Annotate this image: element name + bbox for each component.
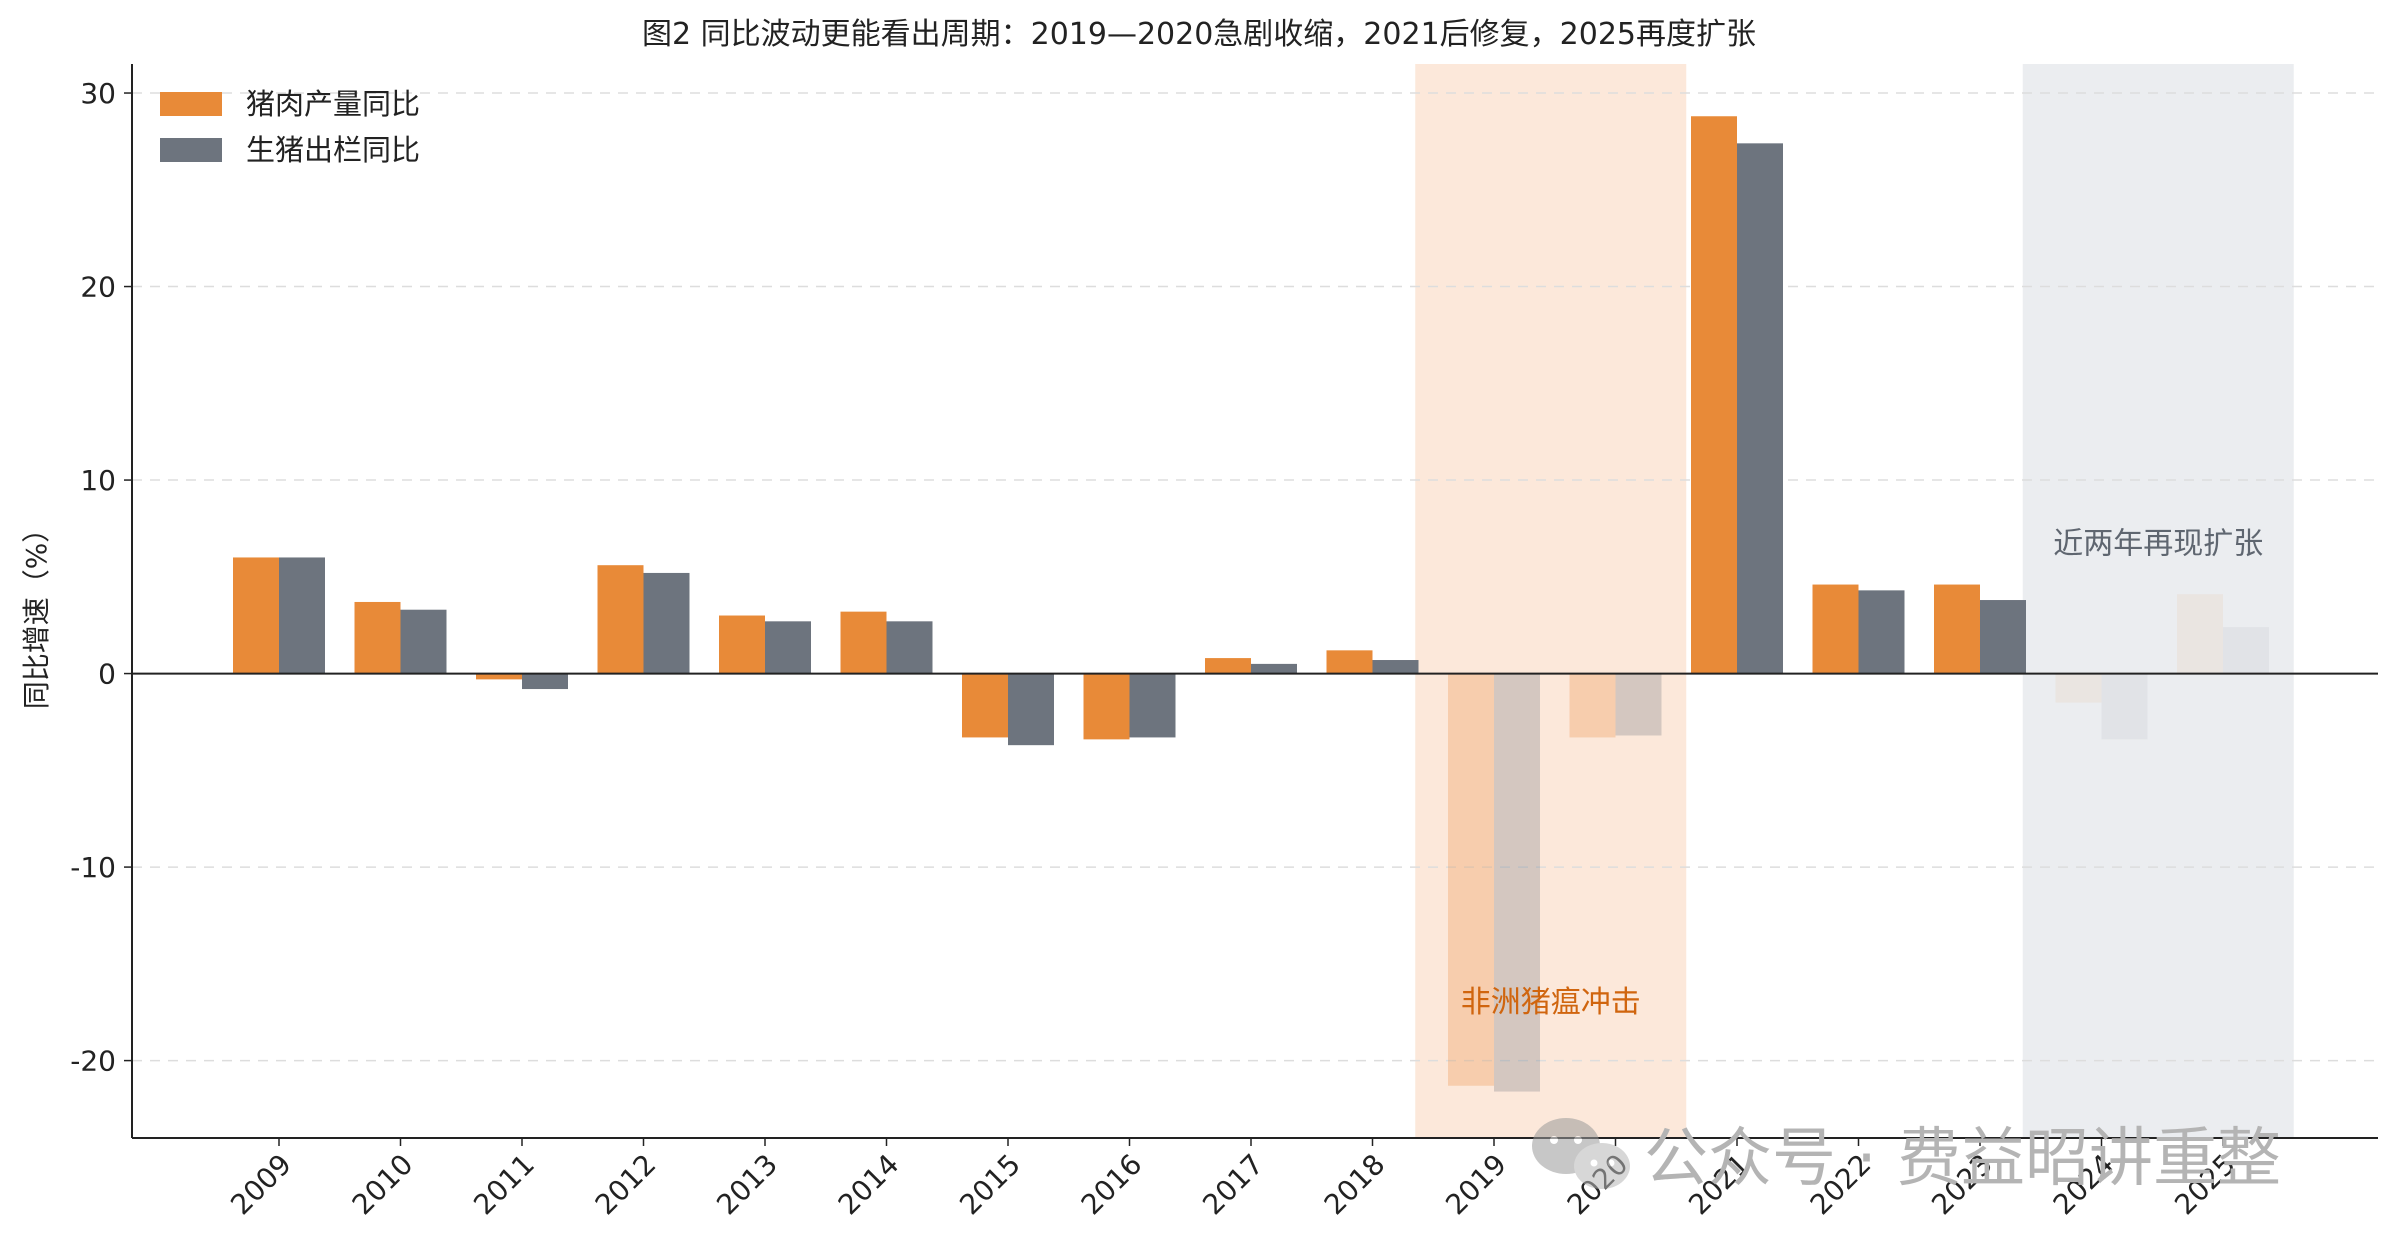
watermark-text: 公众号 · 费益昭讲重整 (1644, 1122, 2281, 1196)
bar-hog-slaughter-2016 (1129, 673, 1176, 738)
bar-pork-output-2012 (597, 565, 644, 674)
bar-hog-slaughter-2019 (1494, 673, 1540, 1092)
bars (233, 116, 2269, 1092)
bar-hog-slaughter-2011 (522, 673, 568, 690)
bar-hog-slaughter-2025 (2223, 627, 2269, 674)
y-tick-labels: 30 20 10 0 -10 -20 (70, 77, 132, 1078)
bar-hog-slaughter-2010 (400, 609, 447, 674)
legend-swatch-pork-output (160, 92, 222, 116)
x-tick-label: 2012 (589, 1148, 663, 1222)
bar-hog-slaughter-2022 (1858, 590, 1905, 674)
bar-hog-slaughter-2020 (1615, 673, 1662, 736)
bar-pork-output-2016 (1083, 673, 1130, 740)
bar-pork-output-2015 (962, 673, 1008, 738)
bar-hog-slaughter-2021 (1737, 143, 1783, 674)
region-annotations: 非洲猪瘟冲击 近两年再现扩张 (1461, 527, 2264, 1021)
shaded-region-1 (2022, 64, 2294, 1138)
bar-pork-output-2011 (476, 673, 522, 680)
bar-pork-output-2014 (840, 611, 887, 674)
bar-pork-output-2020 (1569, 673, 1616, 738)
bar-pork-output-2009 (233, 557, 279, 674)
bar-pork-output-2021 (1691, 116, 1737, 674)
legend-label-pork-output: 猪肉产量同比 (246, 87, 420, 121)
bar-pork-output-2017 (1205, 658, 1251, 674)
y-tick-label: 0 (98, 658, 116, 691)
gridlines (132, 92, 2378, 1062)
bar-pork-output-2024 (2055, 673, 2102, 703)
watermark: 公众号 · 费益昭讲重整 (1532, 1118, 2281, 1196)
bar-pork-output-2025 (2177, 594, 2223, 674)
legend: 猪肉产量同比 生猪出栏同比 (160, 87, 420, 167)
bar-hog-slaughter-2015 (1008, 673, 1054, 746)
x-tick-label: 2017 (1196, 1148, 1270, 1222)
bar-hog-slaughter-2018 (1372, 660, 1419, 674)
shaded-regions (1415, 64, 2294, 1138)
x-tick-label: 2018 (1318, 1148, 1392, 1222)
y-tick-label: 10 (80, 464, 116, 497)
region-label-0: 非洲猪瘟冲击 (1461, 985, 1641, 1020)
bar-pork-output-2022 (1812, 584, 1859, 674)
x-tick-label: 2019 (1439, 1148, 1513, 1222)
bar-hog-slaughter-2014 (886, 621, 933, 674)
bar-hog-slaughter-2009 (279, 557, 325, 674)
y-tick-label: 30 (80, 77, 116, 110)
x-tick-label: 2010 (346, 1148, 420, 1222)
bar-hog-slaughter-2024 (2101, 673, 2148, 740)
y-tick-label: -10 (70, 851, 116, 884)
y-tick-label: -20 (70, 1045, 116, 1078)
x-tick-label: 2009 (224, 1148, 298, 1222)
x-tick-label: 2015 (953, 1148, 1027, 1222)
x-tick-label: 2016 (1075, 1148, 1149, 1222)
legend-swatch-hog-slaughter (160, 138, 222, 162)
bar-pork-output-2023 (1934, 584, 1980, 674)
bar-pork-output-2019 (1448, 673, 1494, 1086)
bar-hog-slaughter-2013 (765, 621, 811, 674)
x-tick-label: 2011 (467, 1148, 541, 1222)
bar-pork-output-2010 (354, 601, 401, 674)
chart-title: 图2 同比波动更能看出周期：2019—2020急剧收缩，2021后修复，2025… (642, 17, 1756, 52)
region-label-1: 近两年再现扩张 (2053, 527, 2263, 562)
bar-pork-output-2018 (1326, 650, 1373, 674)
x-tick-label: 2014 (832, 1148, 906, 1222)
legend-label-hog-slaughter: 生猪出栏同比 (246, 133, 420, 167)
x-tick-label: 2013 (710, 1148, 784, 1222)
axes (131, 64, 2378, 1139)
shaded-region-0 (1415, 64, 1687, 1138)
bar-pork-output-2013 (719, 615, 765, 674)
bar-hog-slaughter-2012 (643, 572, 690, 674)
y-tick-label: 20 (80, 271, 116, 304)
y-axis-label: 同比增速（%） (20, 515, 53, 710)
bar-hog-slaughter-2017 (1251, 663, 1297, 674)
wechat-icon (1532, 1118, 1630, 1189)
bar-hog-slaughter-2023 (1980, 600, 2026, 674)
